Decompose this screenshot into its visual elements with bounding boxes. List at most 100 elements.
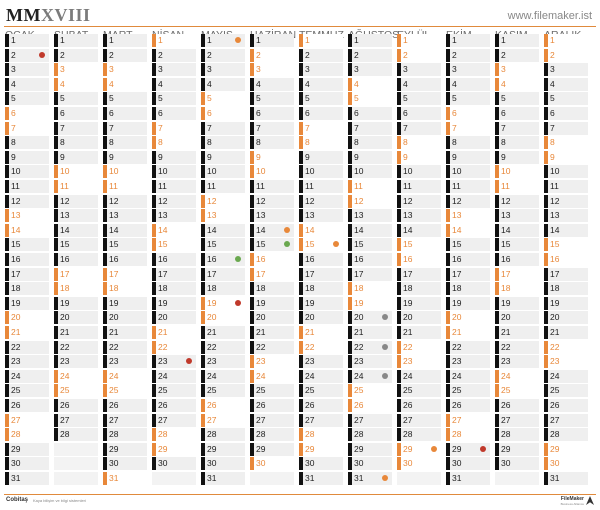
- day-cell[interactable]: 1: [446, 34, 490, 47]
- day-cell[interactable]: 16: [5, 253, 49, 266]
- day-cell[interactable]: 11: [5, 180, 49, 193]
- website-link[interactable]: www.filemaker.ist: [507, 10, 592, 22]
- day-cell[interactable]: 8: [299, 136, 343, 150]
- day-cell[interactable]: 14: [54, 223, 98, 237]
- day-cell[interactable]: 31: [299, 472, 343, 485]
- day-cell[interactable]: 3: [348, 63, 392, 77]
- day-cell[interactable]: 27: [54, 413, 98, 427]
- day-cell[interactable]: 10: [250, 165, 294, 179]
- day-cell[interactable]: 10: [299, 165, 343, 179]
- day-cell[interactable]: 5: [397, 92, 441, 106]
- day-cell[interactable]: 12: [397, 194, 441, 208]
- day-cell[interactable]: 7: [250, 121, 294, 135]
- day-cell[interactable]: 27: [397, 413, 441, 427]
- day-cell[interactable]: 1: [152, 34, 196, 47]
- day-cell[interactable]: 24: [103, 369, 147, 383]
- day-cell[interactable]: 29: [5, 442, 49, 456]
- day-cell[interactable]: 11: [299, 180, 343, 193]
- day-cell[interactable]: 19: [54, 296, 98, 310]
- day-cell[interactable]: 30: [397, 457, 441, 471]
- day-cell[interactable]: 8: [250, 136, 294, 150]
- day-cell[interactable]: 21: [495, 326, 539, 339]
- event-marker-icon[interactable]: [235, 299, 241, 306]
- day-cell[interactable]: 22: [250, 340, 294, 354]
- day-cell[interactable]: 14: [5, 223, 49, 237]
- day-cell[interactable]: 13: [397, 209, 441, 223]
- day-cell[interactable]: 18: [348, 282, 392, 296]
- day-cell[interactable]: 6: [446, 107, 490, 120]
- day-cell[interactable]: 13: [5, 209, 49, 223]
- day-cell[interactable]: 8: [54, 136, 98, 150]
- day-cell[interactable]: 23: [250, 355, 294, 369]
- day-cell[interactable]: 4: [250, 77, 294, 91]
- day-cell[interactable]: 11: [54, 180, 98, 193]
- day-cell[interactable]: 8: [103, 136, 147, 150]
- day-cell[interactable]: 30: [544, 457, 588, 471]
- day-cell[interactable]: 18: [152, 282, 196, 296]
- day-cell[interactable]: 26: [495, 399, 539, 412]
- day-cell[interactable]: 12: [5, 194, 49, 208]
- day-cell[interactable]: 20: [397, 311, 441, 325]
- day-cell[interactable]: 30: [103, 457, 147, 471]
- day-cell[interactable]: 18: [250, 282, 294, 296]
- event-marker-icon[interactable]: [235, 256, 241, 262]
- day-cell[interactable]: 23: [397, 355, 441, 369]
- day-cell[interactable]: 5: [299, 92, 343, 106]
- day-cell[interactable]: 24: [544, 369, 588, 383]
- day-cell[interactable]: 9: [201, 150, 245, 164]
- day-cell[interactable]: 22: [446, 340, 490, 354]
- day-cell[interactable]: 28: [348, 428, 392, 442]
- day-cell[interactable]: 22: [544, 340, 588, 354]
- day-cell[interactable]: 24: [5, 369, 49, 383]
- day-cell[interactable]: 5: [250, 92, 294, 106]
- day-cell[interactable]: 18: [544, 282, 588, 296]
- day-cell[interactable]: 6: [201, 107, 245, 120]
- day-cell[interactable]: 6: [5, 107, 49, 120]
- day-cell[interactable]: 10: [348, 165, 392, 179]
- day-cell[interactable]: 12: [152, 194, 196, 208]
- day-cell[interactable]: 1: [201, 34, 245, 47]
- day-cell[interactable]: 17: [348, 267, 392, 281]
- day-cell[interactable]: 13: [54, 209, 98, 223]
- day-cell[interactable]: 2: [397, 48, 441, 62]
- day-cell[interactable]: 14: [397, 223, 441, 237]
- day-cell[interactable]: 8: [5, 136, 49, 150]
- day-cell[interactable]: 13: [544, 209, 588, 223]
- day-cell[interactable]: 29: [397, 442, 441, 456]
- day-cell[interactable]: 25: [348, 384, 392, 398]
- day-cell[interactable]: 12: [348, 194, 392, 208]
- day-cell[interactable]: 11: [348, 180, 392, 193]
- day-cell[interactable]: 20: [250, 311, 294, 325]
- day-cell[interactable]: 10: [103, 165, 147, 179]
- day-cell[interactable]: 3: [5, 63, 49, 77]
- day-cell[interactable]: 24: [348, 369, 392, 383]
- day-cell[interactable]: 31: [446, 472, 490, 485]
- day-cell[interactable]: 22: [54, 340, 98, 354]
- day-cell[interactable]: 28: [152, 428, 196, 442]
- day-cell[interactable]: 4: [54, 77, 98, 91]
- day-cell[interactable]: 13: [201, 209, 245, 223]
- day-cell[interactable]: 2: [250, 48, 294, 62]
- day-cell[interactable]: 14: [446, 223, 490, 237]
- day-cell[interactable]: 4: [299, 77, 343, 91]
- day-cell[interactable]: 1: [103, 34, 147, 47]
- day-cell[interactable]: 13: [250, 209, 294, 223]
- day-cell[interactable]: 12: [201, 194, 245, 208]
- day-cell[interactable]: 18: [397, 282, 441, 296]
- day-cell[interactable]: 31: [201, 472, 245, 485]
- day-cell[interactable]: 27: [348, 413, 392, 427]
- day-cell[interactable]: 19: [299, 296, 343, 310]
- day-cell[interactable]: 20: [54, 311, 98, 325]
- day-cell[interactable]: 30: [250, 457, 294, 471]
- day-cell[interactable]: 19: [544, 296, 588, 310]
- day-cell[interactable]: 6: [152, 107, 196, 120]
- day-cell[interactable]: 9: [348, 150, 392, 164]
- day-cell[interactable]: 23: [544, 355, 588, 369]
- day-cell[interactable]: 25: [152, 384, 196, 398]
- day-cell[interactable]: 27: [103, 413, 147, 427]
- day-cell[interactable]: 21: [250, 326, 294, 339]
- day-cell[interactable]: 7: [495, 121, 539, 135]
- day-cell[interactable]: 1: [5, 34, 49, 47]
- day-cell[interactable]: 28: [5, 428, 49, 442]
- day-cell[interactable]: 30: [348, 457, 392, 471]
